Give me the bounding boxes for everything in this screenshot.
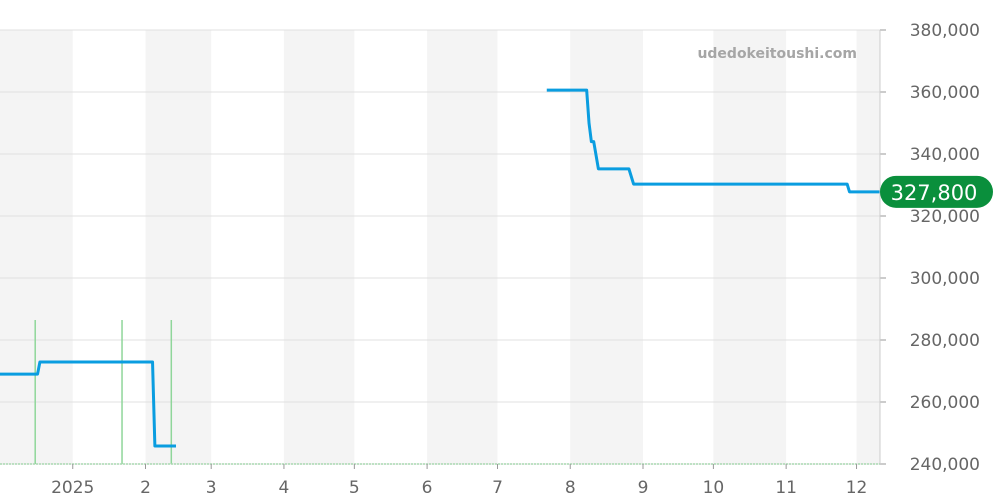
y-tick-label: 280,000 xyxy=(910,331,980,351)
y-tick-label: 320,000 xyxy=(910,207,980,227)
month-band xyxy=(0,30,73,464)
x-tick-label: 3 xyxy=(206,478,217,498)
current-value-label: 327,800 xyxy=(891,181,978,205)
month-band xyxy=(283,30,355,464)
price-line xyxy=(546,88,880,194)
watermark: udedokeitoushi.com xyxy=(697,46,857,62)
current-value-badge-bg xyxy=(880,175,993,208)
y-tick-label: 300,000 xyxy=(910,269,980,289)
x-tick-label: 6 xyxy=(422,478,433,498)
x-tick-label: 7 xyxy=(492,478,503,498)
x-tick-label: 2 xyxy=(140,478,151,498)
x-tick-label: 10 xyxy=(703,478,725,498)
x-tick-label: 2025 xyxy=(51,478,94,498)
month-band xyxy=(427,30,498,464)
x-tick-label: 8 xyxy=(565,478,576,498)
y-tick-label: 360,000 xyxy=(910,83,980,103)
x-tick-label: 12 xyxy=(846,478,868,498)
x-tick-label: 9 xyxy=(638,478,649,498)
y-tick-label: 380,000 xyxy=(910,21,980,41)
month-band xyxy=(145,30,212,464)
month-band xyxy=(713,30,787,464)
y-tick-label: 340,000 xyxy=(910,145,980,165)
y-tick-label: 260,000 xyxy=(910,393,980,413)
x-tick-label: 11 xyxy=(775,478,797,498)
current-value-badge: 327,800 xyxy=(880,175,993,208)
y-tick-label: 240,000 xyxy=(910,455,980,475)
x-tick-label: 5 xyxy=(349,478,360,498)
price-line xyxy=(0,360,176,448)
x-tick-label: 4 xyxy=(279,478,290,498)
month-band xyxy=(856,30,880,464)
month-band xyxy=(570,30,643,464)
